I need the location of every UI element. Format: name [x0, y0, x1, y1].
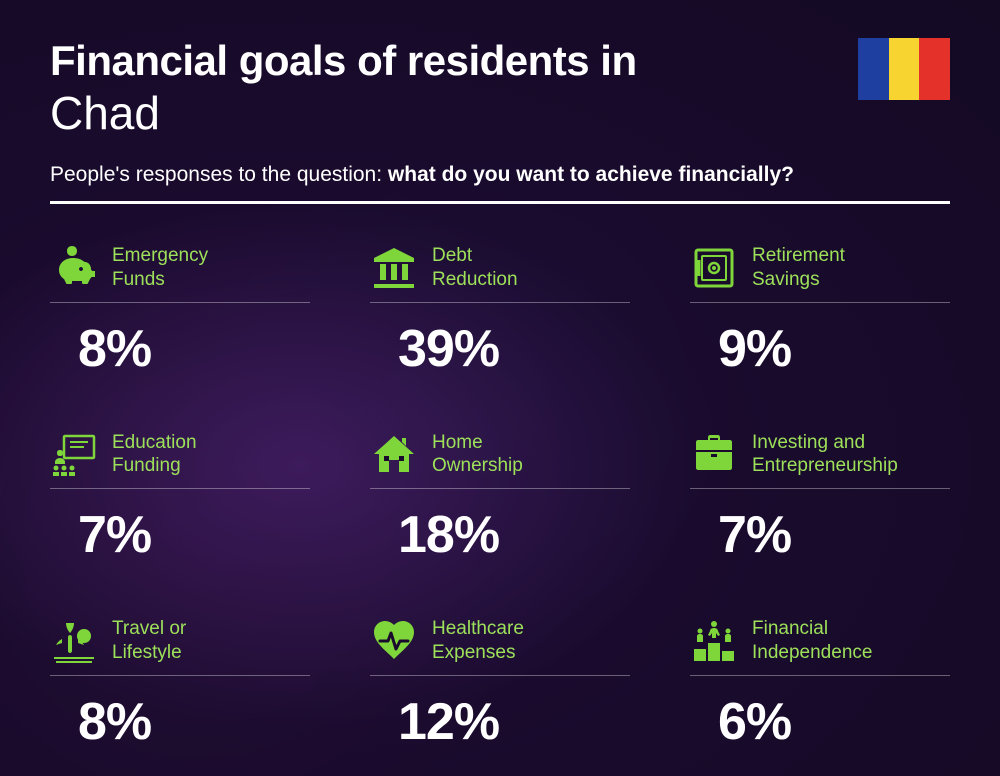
stat-value: 8%	[78, 319, 310, 379]
stat-value: 6%	[718, 692, 950, 752]
stat-label: HomeOwnership	[432, 431, 523, 479]
header-divider	[50, 201, 950, 204]
title-country: Chad	[50, 88, 950, 139]
stat-label: RetirementSavings	[752, 244, 845, 292]
education-icon	[50, 430, 98, 478]
home-icon	[370, 430, 418, 478]
header: Financial goals of residents in Chad Peo…	[50, 38, 950, 204]
subtitle-question: what do you want to achieve financially?	[388, 163, 794, 186]
stat-value: 7%	[78, 505, 310, 565]
stat-value: 39%	[398, 319, 630, 379]
stat-card: HealthcareExpenses 12%	[370, 617, 630, 764]
subtitle: People's responses to the question: what…	[50, 163, 950, 187]
stat-card: EmergencyFunds 8%	[50, 244, 310, 391]
briefcase-icon	[690, 430, 738, 478]
stat-label: EducationFunding	[112, 431, 197, 479]
card-header: HomeOwnership	[370, 430, 630, 489]
stats-grid: EmergencyFunds 8% DebtReduction 39% Retireme…	[50, 244, 950, 764]
safe-icon	[690, 244, 738, 292]
stat-label-line1: Financial	[752, 617, 872, 641]
stat-label: DebtReduction	[432, 244, 518, 292]
stat-card: DebtReduction 39%	[370, 244, 630, 391]
stat-card: Investing andEntrepreneurship 7%	[690, 430, 950, 577]
stat-value: 18%	[398, 505, 630, 565]
card-header: DebtReduction	[370, 244, 630, 303]
stat-label-line1: Emergency	[112, 244, 208, 268]
stat-label-line2: Reduction	[432, 268, 518, 292]
podium-icon	[690, 617, 738, 665]
card-header: Investing andEntrepreneurship	[690, 430, 950, 489]
stat-label-line2: Entrepreneurship	[752, 454, 898, 478]
stat-label-line2: Lifestyle	[112, 641, 186, 665]
stat-label-line1: Debt	[432, 244, 518, 268]
stat-label-line2: Funding	[112, 454, 197, 478]
stat-label-line2: Savings	[752, 268, 845, 292]
stat-card: EducationFunding 7%	[50, 430, 310, 577]
flag-stripe-3	[919, 38, 950, 100]
stat-value: 7%	[718, 505, 950, 565]
stat-label-line1: Healthcare	[432, 617, 524, 641]
card-header: HealthcareExpenses	[370, 617, 630, 676]
main-container: Financial goals of residents in Chad Peo…	[0, 0, 1000, 776]
stat-label-line1: Home	[432, 431, 523, 455]
stat-label-line1: Investing and	[752, 431, 898, 455]
stat-label: FinancialIndependence	[752, 617, 872, 665]
card-header: EmergencyFunds	[50, 244, 310, 303]
stat-label: EmergencyFunds	[112, 244, 208, 292]
stat-card: FinancialIndependence 6%	[690, 617, 950, 764]
stat-card: HomeOwnership 18%	[370, 430, 630, 577]
travel-icon	[50, 617, 98, 665]
stat-label-line2: Funds	[112, 268, 208, 292]
card-header: FinancialIndependence	[690, 617, 950, 676]
card-header: RetirementSavings	[690, 244, 950, 303]
country-flag	[858, 38, 950, 100]
stat-card: RetirementSavings 9%	[690, 244, 950, 391]
title-prefix: Financial goals of residents in	[50, 38, 950, 84]
bank-icon	[370, 244, 418, 292]
card-header: EducationFunding	[50, 430, 310, 489]
stat-label-line2: Ownership	[432, 454, 523, 478]
stat-label-line1: Education	[112, 431, 197, 455]
card-header: Travel orLifestyle	[50, 617, 310, 676]
stat-value: 8%	[78, 692, 310, 752]
stat-value: 12%	[398, 692, 630, 752]
stat-label-line2: Independence	[752, 641, 872, 665]
stat-label-line1: Retirement	[752, 244, 845, 268]
health-icon	[370, 617, 418, 665]
stat-value: 9%	[718, 319, 950, 379]
stat-label: HealthcareExpenses	[432, 617, 524, 665]
stat-label: Travel orLifestyle	[112, 617, 186, 665]
stat-label-line2: Expenses	[432, 641, 524, 665]
flag-stripe-2	[889, 38, 920, 100]
flag-stripe-1	[858, 38, 889, 100]
piggy-icon	[50, 244, 98, 292]
subtitle-prefix: People's responses to the question:	[50, 163, 388, 186]
stat-label-line1: Travel or	[112, 617, 186, 641]
stat-label: Investing andEntrepreneurship	[752, 431, 898, 479]
stat-card: Travel orLifestyle 8%	[50, 617, 310, 764]
